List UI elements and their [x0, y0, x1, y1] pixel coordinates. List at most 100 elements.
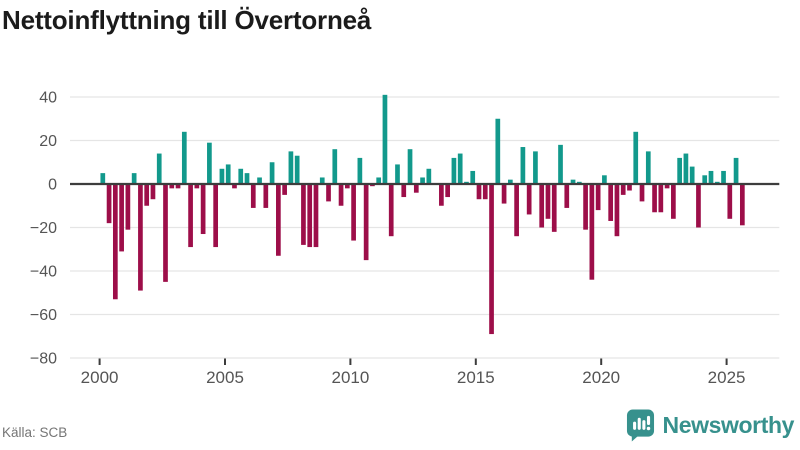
bar-2005-q3	[238, 168, 244, 184]
bar-2024-q1	[702, 175, 708, 184]
bar-2011-q4	[395, 164, 400, 184]
bar-2012-q4	[420, 177, 425, 184]
bar-2008-q4	[319, 177, 325, 184]
x-axis-label: 2005	[206, 368, 244, 387]
bar-2014-q1	[451, 157, 457, 184]
bar-2010-q2	[357, 157, 363, 184]
x-axis-label: 2025	[708, 368, 746, 387]
y-axis-label: −60	[30, 307, 57, 324]
y-axis-label: 40	[39, 90, 57, 107]
bar-2023-q1	[677, 157, 682, 184]
bar-2025-q1	[727, 184, 733, 219]
bar-2021-q1	[627, 184, 632, 191]
bar-2022-q4	[671, 184, 676, 219]
bar-2019-q3	[589, 184, 595, 280]
bar-2019-q2	[583, 184, 588, 230]
bar-2007-q3	[288, 151, 294, 185]
bar-2024-q2	[708, 170, 714, 184]
y-axis-label: −20	[30, 220, 57, 237]
bar-2006-q2	[257, 177, 262, 184]
bar-2022-q1	[652, 184, 657, 213]
bar-2009-q4	[344, 184, 350, 189]
bar-2001-q2	[131, 173, 137, 185]
bar-2011-q3	[388, 184, 394, 237]
bar-2005-q2	[232, 184, 237, 189]
bar-2011-q1	[376, 177, 382, 184]
x-axis-label: 2015	[457, 368, 495, 387]
bar-2017-q4	[545, 184, 551, 219]
bar-2014-q4	[470, 170, 476, 184]
bar-2001-q1	[125, 184, 131, 230]
x-axis-label: 2020	[582, 368, 620, 387]
bar-2006-q3	[263, 184, 269, 208]
bar-2022-q2	[658, 184, 664, 213]
bar-2004-q1	[200, 184, 206, 235]
bar-2016-q4	[520, 147, 526, 184]
bar-2015-q2	[482, 184, 488, 200]
bar-2009-q3	[338, 184, 344, 206]
bar-2018-q4	[570, 179, 576, 184]
bar-2007-q1	[276, 184, 281, 256]
bar-2013-q4	[445, 184, 450, 198]
bar-2021-q2	[633, 131, 639, 184]
y-axis-label: −80	[30, 351, 57, 368]
bar-2020-q1	[602, 175, 607, 184]
bar-2003-q2	[181, 131, 187, 184]
bar-2015-q3	[489, 184, 494, 335]
bar-2015-q4	[495, 118, 501, 184]
x-axis-label: 2000	[81, 368, 119, 387]
bar-2012-q3	[413, 184, 419, 193]
bar-2013-q1	[426, 168, 432, 184]
bar-2002-q2	[156, 153, 162, 184]
bar-2010-q3	[363, 184, 369, 261]
bar-2000-q3	[112, 184, 118, 300]
bar-2001-q3	[138, 184, 143, 291]
bar-2023-q4	[696, 184, 701, 228]
bar-2004-q4	[219, 168, 225, 184]
bar-2015-q1	[476, 184, 482, 200]
bar-2004-q3	[213, 184, 219, 248]
bar-2006-q1	[250, 184, 256, 208]
bar-2012-q1	[401, 184, 407, 198]
bar-2018-q1	[551, 184, 557, 232]
bar-2009-q1	[326, 184, 331, 202]
bar-2017-q3	[539, 184, 545, 228]
bar-2016-q1	[501, 184, 507, 204]
bar-2008-q3	[313, 184, 319, 248]
bar-2025-q3	[739, 184, 745, 226]
bar-2008-q2	[307, 184, 313, 248]
bar-2018-q3	[564, 184, 570, 208]
bar-2011-q2	[382, 94, 388, 184]
bar-2003-q3	[188, 184, 193, 248]
bar-2016-q3	[514, 184, 519, 237]
y-axis-label: 0	[48, 177, 57, 194]
x-axis-label: 2010	[331, 368, 369, 387]
bar-2023-q3	[689, 166, 695, 184]
bar-2005-q1	[225, 164, 231, 184]
page-title: Nettoinflyttning till Övertorneå	[2, 5, 372, 35]
bar-2020-q2	[608, 184, 614, 221]
bar-2024-q4	[721, 170, 726, 184]
bar-2020-q4	[620, 184, 626, 195]
bar-2003-q4	[194, 184, 200, 189]
bar-2020-q3	[614, 184, 620, 237]
bar-2008-q1	[301, 184, 306, 245]
bar-2013-q3	[439, 184, 444, 206]
bar-2010-q1	[351, 184, 356, 241]
bar-2012-q2	[407, 149, 413, 184]
bar-2022-q3	[664, 184, 670, 189]
bar-2006-q4	[269, 162, 275, 184]
bar-2025-q2	[733, 157, 739, 184]
bar-2021-q3	[639, 184, 645, 202]
bar-2014-q2	[457, 153, 463, 184]
bar-2000-q1	[100, 173, 106, 185]
bar-2007-q4	[294, 155, 300, 184]
y-axis-label: −40	[30, 264, 57, 281]
bar-2002-q1	[150, 184, 156, 200]
bar-2017-q2	[533, 151, 538, 185]
bar-2023-q2	[683, 153, 689, 184]
bar-2017-q1	[526, 184, 532, 215]
bar-2000-q2	[106, 184, 112, 224]
bar-2009-q2	[332, 149, 338, 184]
bar-2007-q2	[282, 184, 287, 195]
